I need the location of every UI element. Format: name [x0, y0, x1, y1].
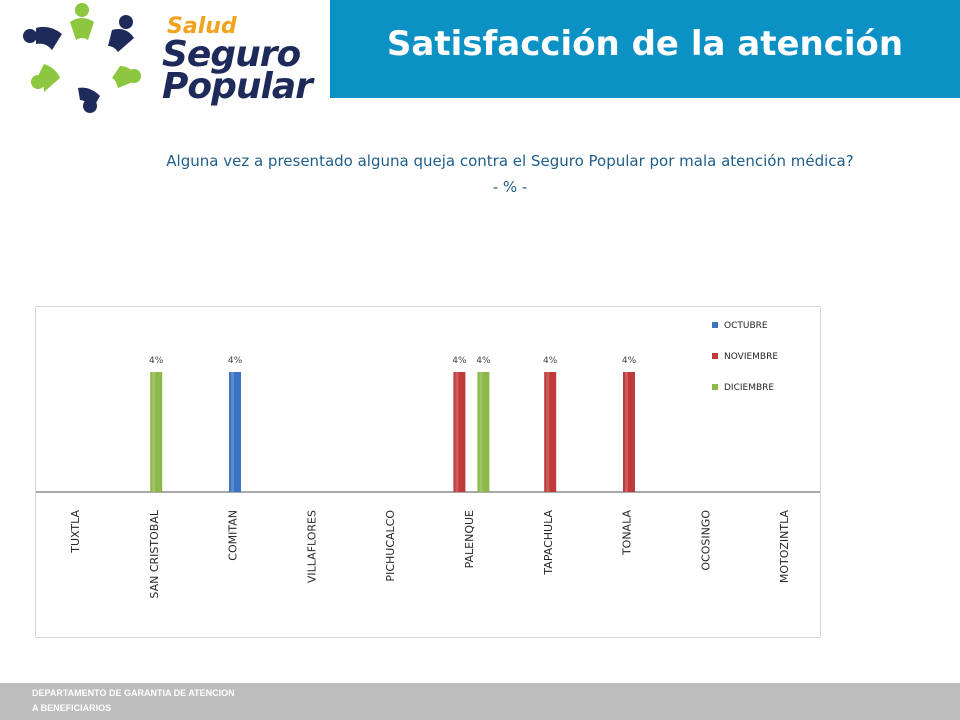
footer-bar: DEPARTAMENTO DE GARANTIA DE ATENCION A B… — [0, 683, 960, 720]
bar-diciembre-san-cristobal — [150, 372, 163, 492]
bar-shine-noviembre-palenque — [455, 372, 459, 492]
footer-line-2: A BENEFICIARIOS — [32, 703, 112, 713]
x-tick-label-pichucalco: PICHUCALCO — [384, 510, 397, 582]
data-label-diciembre-palenque: 4% — [476, 356, 491, 366]
title-band: Satisfacción de la atención — [330, 0, 960, 98]
logo-seguro-text: Seguro — [162, 34, 301, 75]
bar-shine-noviembre-tapachula — [546, 372, 550, 492]
bar-diciembre-palenque — [477, 372, 490, 492]
x-tick-label-san-cristobal: SAN CRISTOBAL — [148, 509, 161, 598]
x-tick-label-ocosingo: OCOSINGO — [699, 510, 712, 571]
chart-question: Alguna vez a presentado alguna queja con… — [60, 148, 960, 200]
bar-shine-octubre-comitan — [231, 372, 234, 492]
logo-figures-icon — [23, 3, 141, 113]
chart-area: TUXTLA 4% SAN CRISTOBAL 4% COMITAN VILLAFLORE… — [35, 306, 821, 638]
bar-chart: TUXTLA 4% SAN CRISTOBAL 4% COMITAN VILLAFLORE… — [36, 321, 820, 599]
bar-noviembre-tapachula — [544, 372, 557, 492]
seguro-popular-logo: Salud Seguro Popular — [22, 0, 313, 118]
bar-noviembre-tonala — [623, 372, 635, 492]
question-text: Alguna vez a presentado alguna queja con… — [166, 152, 854, 170]
logo-salud-text: Salud — [167, 14, 237, 39]
x-tick-label-tonala: TONALA — [621, 510, 634, 557]
legend-label-diciembre: DICIEMBRE — [724, 383, 774, 393]
x-tick-label-palenque: PALENQUE — [463, 510, 476, 568]
data-label-octubre-comitan: 4% — [228, 356, 243, 366]
legend-label-noviembre: NOVIEMBRE — [724, 352, 778, 362]
page-title: Satisfacción de la atención — [386, 24, 904, 64]
x-tick-label-tapachula: TAPACHULA — [542, 510, 555, 576]
legend-swatch-diciembre — [712, 384, 718, 390]
footer-text: DEPARTAMENTO DE GARANTIA DE ATENCION A B… — [32, 686, 292, 716]
legend-swatch-octubre — [712, 322, 718, 328]
legend-label-octubre: OCTUBRE — [724, 321, 768, 331]
data-label-noviembre-tapachula: 4% — [543, 356, 558, 366]
data-label-diciembre-san-cristobal: 4% — [149, 356, 164, 366]
x-tick-label-villaflores: VILLAFLORES — [305, 510, 318, 583]
bar-octubre-comitan — [229, 372, 241, 492]
data-label-noviembre-tonala: 4% — [622, 356, 637, 366]
footer-line-1: DEPARTAMENTO DE GARANTIA DE ATENCION — [32, 688, 235, 698]
bar-shine-diciembre-palenque — [479, 372, 483, 492]
logo-popular-text: Popular — [162, 66, 313, 107]
bar-shine-noviembre-tonala — [625, 372, 628, 492]
legend-swatch-noviembre — [712, 353, 718, 359]
question-unit: - % - — [492, 178, 528, 196]
bar-shine-diciembre-san-cristobal — [152, 372, 156, 492]
data-label-noviembre-palenque: 4% — [452, 356, 467, 366]
x-tick-label-motozintla: MOTOZINTLA — [778, 510, 791, 584]
bar-noviembre-palenque — [453, 372, 466, 492]
x-tick-label-tuxtla: TUXTLA — [69, 510, 82, 554]
x-tick-label-comitan: COMITAN — [227, 510, 240, 561]
